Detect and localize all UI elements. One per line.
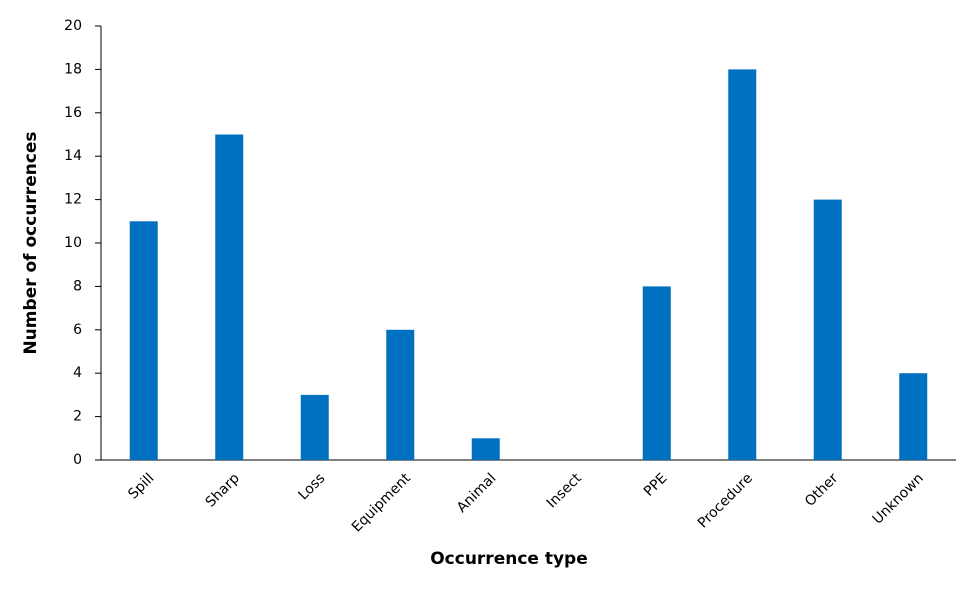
y-axis-title: Number of occurrences [21,131,41,354]
bar [813,199,842,460]
y-tick-label: 10 [64,235,82,251]
bar [899,373,928,460]
x-tick-label: Other [802,470,842,510]
x-tick-label: Animal [454,470,500,516]
x-tick-label: Sharp [203,470,243,510]
y-tick-label: 16 [64,105,82,121]
x-tick-label: Equipment [349,470,414,535]
x-tick-label: PPE [641,470,671,500]
bar [471,438,500,460]
y-tick-label: 18 [64,61,82,77]
x-tick-label: Spill [125,470,157,502]
bar [129,221,158,460]
y-tick-label: 8 [73,278,82,294]
bar [215,134,244,460]
bar [300,394,329,460]
y-tick-label: 6 [73,322,82,338]
x-tick-label: Loss [295,470,328,503]
y-tick-label: 0 [73,452,82,468]
x-tick-label: Insect [544,470,585,511]
bar [642,286,671,460]
y-tick-label: 20 [64,18,82,34]
x-tick-label: Procedure [695,470,756,531]
x-tick-label: Unknown [870,470,927,527]
y-tick-label: 12 [64,192,82,208]
bar [728,69,757,461]
y-tick-label: 2 [73,409,82,425]
y-tick-label: 14 [64,148,82,164]
y-tick-label: 4 [73,365,82,381]
bar [386,329,415,460]
x-axis-title: Occurrence type [430,549,588,569]
